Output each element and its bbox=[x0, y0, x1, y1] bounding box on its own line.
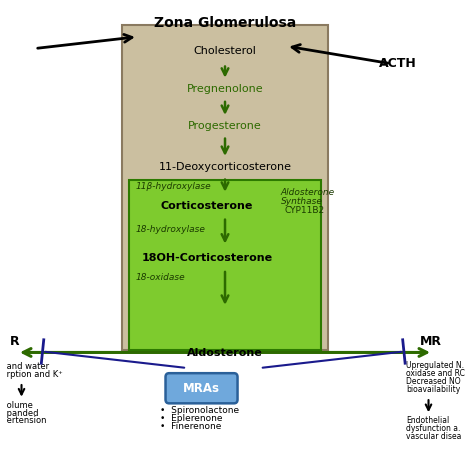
Text: 11-Deoxycorticosterone: 11-Deoxycorticosterone bbox=[158, 162, 292, 172]
Text: •  Spironolactone: • Spironolactone bbox=[160, 406, 239, 415]
Text: panded: panded bbox=[4, 409, 38, 418]
Text: Pregnenolone: Pregnenolone bbox=[187, 83, 264, 93]
Text: MR: MR bbox=[419, 335, 442, 348]
Text: 18-hydroxylase: 18-hydroxylase bbox=[136, 226, 205, 235]
Text: dysfunction a.: dysfunction a. bbox=[406, 424, 461, 433]
Text: oxidase and RC: oxidase and RC bbox=[406, 369, 465, 378]
Text: Corticosterone: Corticosterone bbox=[161, 201, 253, 211]
Text: and water: and water bbox=[4, 362, 49, 371]
Text: Progesterone: Progesterone bbox=[188, 121, 262, 131]
Text: •  Finerenone: • Finerenone bbox=[160, 422, 221, 431]
Text: 11β-hydroxylase: 11β-hydroxylase bbox=[136, 182, 211, 191]
Text: Synthase: Synthase bbox=[281, 197, 323, 206]
Text: Aldosterone: Aldosterone bbox=[281, 188, 335, 197]
Text: rption and K⁺: rption and K⁺ bbox=[4, 370, 63, 379]
Text: R: R bbox=[10, 335, 20, 348]
Text: 18OH-Corticosterone: 18OH-Corticosterone bbox=[142, 253, 273, 263]
FancyBboxPatch shape bbox=[129, 181, 321, 350]
Text: bioavailability: bioavailability bbox=[406, 385, 460, 394]
Text: Decreased NO: Decreased NO bbox=[406, 377, 461, 386]
FancyBboxPatch shape bbox=[122, 25, 328, 350]
Text: Aldosterone: Aldosterone bbox=[187, 348, 263, 358]
Text: 18-oxidase: 18-oxidase bbox=[136, 273, 185, 282]
FancyBboxPatch shape bbox=[165, 373, 237, 403]
Text: Upregulated N.: Upregulated N. bbox=[406, 361, 464, 370]
Text: Zona Glomerulosa: Zona Glomerulosa bbox=[154, 16, 296, 29]
Text: •  Eplerenone: • Eplerenone bbox=[160, 414, 223, 423]
Text: CYP11B2: CYP11B2 bbox=[284, 206, 324, 215]
Text: ertension: ertension bbox=[4, 416, 46, 425]
Text: Endothelial: Endothelial bbox=[406, 416, 449, 425]
Text: ACTH: ACTH bbox=[379, 57, 417, 70]
Text: MRAs: MRAs bbox=[183, 382, 220, 395]
Text: vascular disea: vascular disea bbox=[406, 432, 462, 441]
Text: Cholesterol: Cholesterol bbox=[193, 46, 256, 56]
Text: olume: olume bbox=[4, 401, 33, 410]
